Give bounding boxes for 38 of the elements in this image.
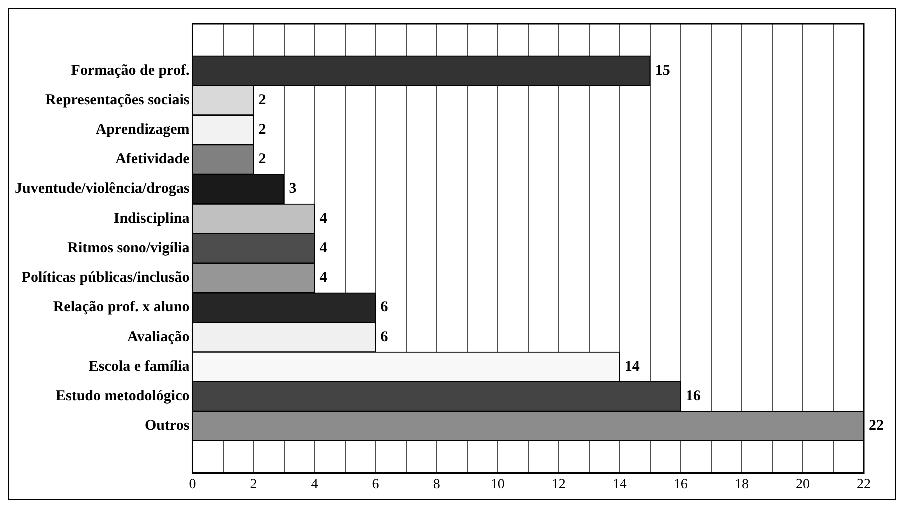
y-tick-label: Aprendizagem [96, 122, 190, 138]
data-label: 4 [320, 240, 328, 256]
x-tick-label: 0 [189, 477, 196, 492]
x-tick-label: 10 [490, 477, 505, 492]
data-label: 4 [320, 270, 328, 286]
x-tick-label: 12 [552, 477, 566, 492]
y-tick-label: Formação de prof. [71, 62, 190, 79]
y-tick-label: Avaliação [128, 329, 190, 346]
data-label: 2 [258, 152, 266, 168]
x-tick-label: 8 [433, 477, 440, 492]
data-label: 6 [380, 329, 389, 346]
data-label: 2 [258, 122, 266, 138]
x-tick-label: 2 [250, 477, 258, 492]
x-tick-label: 14 [612, 477, 627, 492]
data-label: 2 [258, 92, 266, 108]
y-tick-label: Afetividade [116, 152, 190, 168]
x-tick-label: 18 [734, 477, 749, 492]
data-label: 6 [380, 300, 389, 316]
data-label: 22 [869, 418, 884, 434]
data-label: 15 [655, 62, 670, 79]
x-tick-label: 6 [372, 477, 380, 492]
y-tick-label: Representações sociais [45, 92, 190, 108]
y-tick-label: Indisciplina [114, 210, 190, 227]
x-tick-label: 20 [796, 477, 810, 492]
x-tick-label: 22 [857, 477, 871, 492]
y-tick-label: Ritmos sono/vigília [68, 240, 190, 256]
data-label: 4 [320, 210, 328, 227]
data-label: 16 [686, 388, 702, 405]
x-tick-label: 4 [311, 477, 318, 492]
y-tick-label: Outros [145, 418, 190, 434]
data-label: 3 [289, 181, 297, 198]
y-tick-label: Escola e família [88, 358, 190, 375]
y-tick-label: Juventude/violência/drogas [14, 181, 190, 198]
y-tick-label: Políticas públicas/inclusão [22, 270, 190, 286]
y-tick-label: Estudo metodológico [56, 388, 190, 405]
y-tick-label: Relação prof. x aluno [53, 300, 190, 316]
data-label: 14 [624, 358, 640, 375]
x-tick-label: 16 [674, 477, 688, 492]
